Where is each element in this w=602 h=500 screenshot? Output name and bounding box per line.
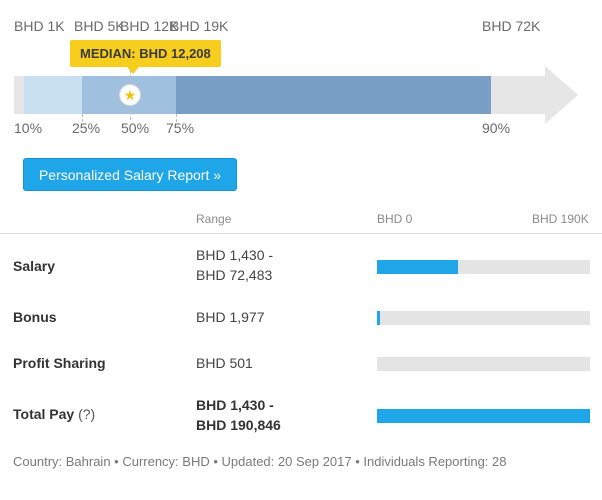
row-label-bonus: Bonus xyxy=(13,309,57,325)
row-range-bonus-line1: BHD 1,977 xyxy=(196,309,265,325)
p75-marker-line xyxy=(176,114,177,122)
report-footer: Country: Bahrain • Currency: BHD • Updat… xyxy=(13,454,507,469)
percentile-label-50: 50% xyxy=(121,120,150,136)
row-range-bonus: BHD 1,977 xyxy=(196,307,264,327)
row-label-total-pay-text: Total Pay xyxy=(13,406,75,422)
median-badge-pointer xyxy=(127,67,139,74)
row-label-total-pay: Total Pay (?) xyxy=(13,406,95,422)
row-range-total-pay-line1: BHD 1,430 - xyxy=(196,397,274,413)
band-10-25 xyxy=(24,76,82,114)
row-range-salary-line1: BHD 1,430 - xyxy=(196,247,274,263)
percentile-label-10: 10% xyxy=(14,120,43,136)
tick-label-10th: BHD 1K xyxy=(14,18,65,34)
percentile-label-75: 75% xyxy=(166,120,195,136)
bonus-bar-track xyxy=(377,311,590,325)
range-column-header: Range xyxy=(196,212,232,226)
row-range-profit-sharing-line1: BHD 501 xyxy=(196,355,253,371)
tick-label-25th: BHD 5K xyxy=(74,18,125,34)
row-range-total-pay-line2: BHD 190,846 xyxy=(196,417,281,433)
row-range-profit-sharing: BHD 501 xyxy=(196,353,253,373)
tick-label-50th: BHD 12K xyxy=(120,18,179,34)
tick-label-75th: BHD 19K xyxy=(170,18,229,34)
total-pay-help-icon[interactable]: (?) xyxy=(78,406,96,422)
total-pay-bar-fill xyxy=(377,409,590,423)
row-range-salary-line2: BHD 72,483 xyxy=(196,267,273,283)
tick-label-90th: BHD 72K xyxy=(482,18,541,34)
star-icon: ★ xyxy=(120,85,140,105)
p25-marker-line xyxy=(82,114,83,122)
percentile-label-25: 25% xyxy=(72,120,101,136)
bar-min-label: BHD 0 xyxy=(377,212,413,226)
distribution-track xyxy=(14,66,578,124)
row-range-total-pay: BHD 1,430 - BHD 190,846 xyxy=(196,395,281,435)
percentile-label-90: 90% xyxy=(482,120,511,136)
salary-bar-fill xyxy=(377,260,458,274)
table-divider xyxy=(0,233,602,234)
row-label-salary: Salary xyxy=(13,258,56,274)
band-75-90 xyxy=(176,76,491,114)
bar-max-label: BHD 190K xyxy=(532,212,589,226)
profit-sharing-bar-track xyxy=(377,357,590,371)
row-range-salary: BHD 1,430 - BHD 72,483 xyxy=(196,245,273,285)
salary-bar-track xyxy=(377,260,590,274)
row-label-profit-sharing: Profit Sharing xyxy=(13,355,106,371)
median-badge: MEDIAN: BHD 12,208 xyxy=(70,40,221,67)
bonus-bar-fill xyxy=(377,311,380,325)
total-pay-bar-track xyxy=(377,409,590,423)
personalized-salary-report-button[interactable]: Personalized Salary Report » xyxy=(23,158,237,191)
